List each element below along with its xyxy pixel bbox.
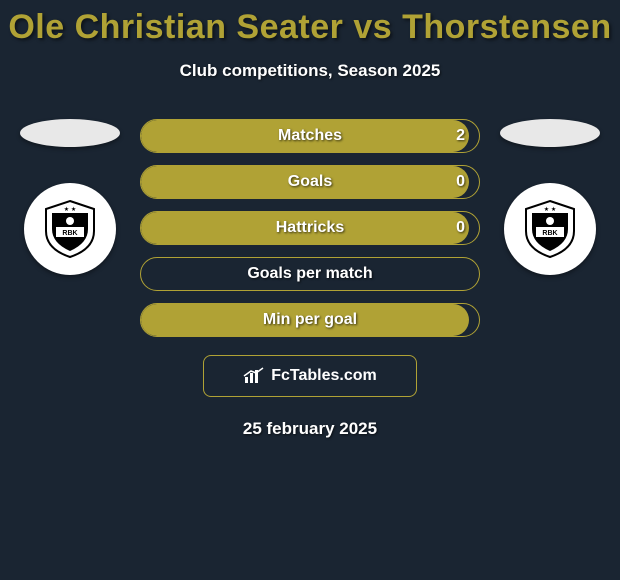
stat-label: Min per goal <box>141 311 479 329</box>
shield-icon: ★ ★ RBK <box>522 199 578 259</box>
right-club-badge: ★ ★ RBK <box>504 183 596 275</box>
svg-text:★ ★: ★ ★ <box>544 206 556 213</box>
stat-label: Goals <box>141 173 479 191</box>
right-player-col: ★ ★ RBK <box>498 119 602 275</box>
page-title: Ole Christian Seater vs Thorstensen <box>0 8 620 47</box>
stat-label: Goals per match <box>141 265 479 283</box>
stat-value-right: 0 <box>456 219 465 237</box>
stat-bar: Min per goal <box>140 303 480 337</box>
left-player-col: ★ ★ RBK <box>18 119 122 275</box>
brand-text: FcTables.com <box>271 367 377 385</box>
stat-bar: Matches2 <box>140 119 480 153</box>
stat-bar: Goals per match <box>140 257 480 291</box>
shield-icon: ★ ★ RBK <box>42 199 98 259</box>
stat-bar: Hattricks0 <box>140 211 480 245</box>
left-flag <box>20 119 120 147</box>
stat-label: Hattricks <box>141 219 479 237</box>
main-row: ★ ★ RBK Matches2Goals0Hattricks0Goals pe… <box>0 119 620 337</box>
stats-column: Matches2Goals0Hattricks0Goals per matchM… <box>140 119 480 337</box>
stat-bar: Goals0 <box>140 165 480 199</box>
left-club-badge: ★ ★ RBK <box>24 183 116 275</box>
stat-value-right: 0 <box>456 173 465 191</box>
right-flag <box>500 119 600 147</box>
comparison-card: Ole Christian Seater vs Thorstensen Club… <box>0 0 620 439</box>
chart-icon <box>243 367 265 385</box>
brand-link[interactable]: FcTables.com <box>203 355 417 397</box>
svg-text:RBK: RBK <box>542 230 557 237</box>
date-label: 25 february 2025 <box>0 419 620 439</box>
stat-value-right: 2 <box>456 127 465 145</box>
svg-text:RBK: RBK <box>62 230 77 237</box>
svg-text:★ ★: ★ ★ <box>64 206 76 213</box>
page-subtitle: Club competitions, Season 2025 <box>0 61 620 81</box>
stat-label: Matches <box>141 127 479 145</box>
